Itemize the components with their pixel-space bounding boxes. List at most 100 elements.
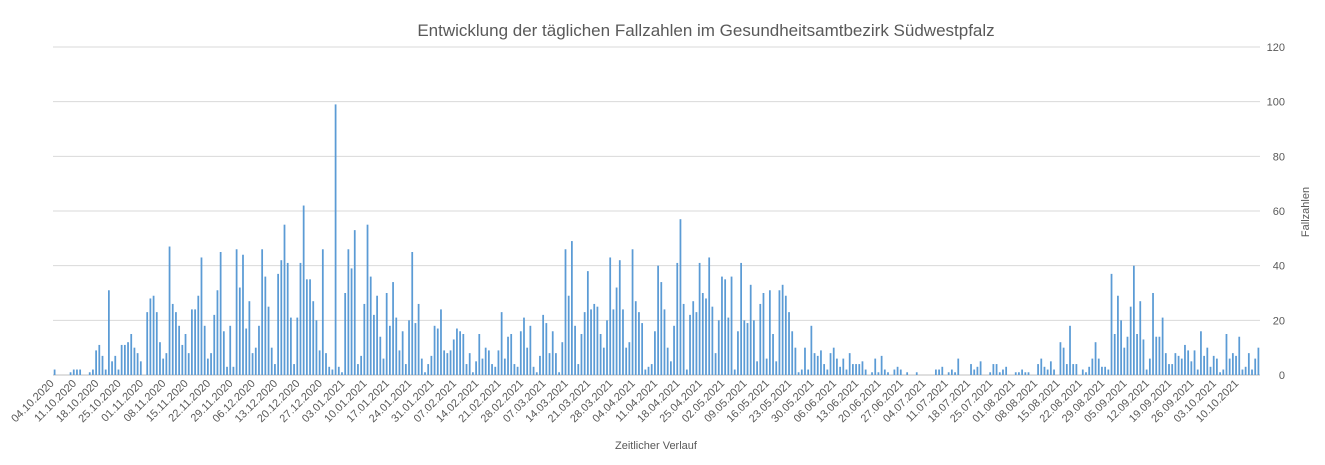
bar xyxy=(376,295,378,375)
bar xyxy=(682,303,685,375)
y-tick-label: 60 xyxy=(1273,206,1285,218)
bar xyxy=(650,364,653,375)
bar xyxy=(567,295,570,375)
bar xyxy=(1062,347,1065,375)
bar xyxy=(753,320,755,375)
bar xyxy=(456,328,458,375)
bar xyxy=(979,361,982,375)
bar xyxy=(206,358,209,375)
bar xyxy=(666,347,669,375)
bar xyxy=(800,369,803,375)
bar xyxy=(277,273,279,375)
bar xyxy=(139,361,142,375)
bar xyxy=(187,353,190,375)
bar xyxy=(957,358,960,375)
bar xyxy=(53,369,56,375)
bar xyxy=(954,372,956,375)
bar xyxy=(1081,369,1084,375)
bar xyxy=(896,366,899,375)
bar xyxy=(571,241,573,375)
bar xyxy=(1037,364,1039,375)
bar xyxy=(357,364,359,375)
bar xyxy=(781,284,784,375)
bar xyxy=(69,372,72,375)
bar xyxy=(998,372,1001,375)
bar xyxy=(1187,350,1190,375)
bar xyxy=(1085,372,1087,375)
bar xyxy=(535,372,538,375)
x-axis-label: Zeitlicher Verlauf xyxy=(615,440,698,452)
bar xyxy=(1247,353,1250,375)
bar xyxy=(404,364,407,375)
bar xyxy=(293,364,295,375)
bar xyxy=(155,312,158,375)
bar xyxy=(564,249,567,375)
bar xyxy=(711,306,714,375)
bar xyxy=(545,323,548,375)
bar xyxy=(462,334,465,375)
bar xyxy=(717,320,720,375)
bar xyxy=(756,361,758,375)
bar xyxy=(657,265,659,375)
bar xyxy=(1024,372,1027,375)
bar xyxy=(117,369,120,375)
bar xyxy=(743,320,746,375)
bar xyxy=(178,325,181,375)
bar xyxy=(561,342,564,375)
bar xyxy=(245,328,248,375)
bar xyxy=(721,276,723,375)
bar xyxy=(858,364,861,375)
bar xyxy=(1164,353,1167,375)
bar xyxy=(631,249,634,375)
bar xyxy=(877,372,880,375)
bar xyxy=(1049,361,1052,375)
bar xyxy=(1212,355,1215,375)
bar xyxy=(679,219,682,375)
bar xyxy=(810,325,813,375)
bar xyxy=(1251,369,1253,375)
bar xyxy=(468,353,471,375)
bar xyxy=(242,254,244,375)
bar xyxy=(254,347,257,375)
bar xyxy=(232,366,235,375)
bar xyxy=(337,366,340,375)
bar xyxy=(813,353,816,375)
bar xyxy=(1142,339,1145,375)
bar xyxy=(874,358,877,375)
bar xyxy=(1222,369,1225,375)
bar xyxy=(484,347,487,375)
bar xyxy=(379,336,382,375)
bar xyxy=(660,282,663,375)
bar xyxy=(226,366,228,375)
bar xyxy=(523,317,525,375)
bar xyxy=(98,344,101,375)
bar xyxy=(510,334,513,375)
bar xyxy=(159,342,161,375)
bar xyxy=(328,366,331,375)
bar xyxy=(1148,358,1151,375)
bar xyxy=(574,325,576,375)
bar xyxy=(1069,325,1071,375)
bar xyxy=(487,350,490,375)
bar xyxy=(200,257,203,375)
y-tick-label: 80 xyxy=(1273,151,1285,163)
bar xyxy=(852,364,854,375)
bar xyxy=(1152,293,1154,375)
bar xyxy=(1209,366,1212,375)
bar xyxy=(593,303,596,375)
bar xyxy=(644,369,647,375)
bar xyxy=(899,369,902,375)
bar xyxy=(1139,301,1142,375)
bar xyxy=(1027,372,1030,375)
bar xyxy=(146,312,149,375)
bar xyxy=(385,293,388,375)
bar xyxy=(685,369,688,375)
bar xyxy=(424,372,426,375)
bar xyxy=(733,369,736,375)
bar xyxy=(845,369,848,375)
bar xyxy=(797,372,800,375)
bar xyxy=(344,293,347,375)
bar xyxy=(950,369,953,375)
bar xyxy=(1014,372,1017,375)
bar xyxy=(251,353,254,375)
